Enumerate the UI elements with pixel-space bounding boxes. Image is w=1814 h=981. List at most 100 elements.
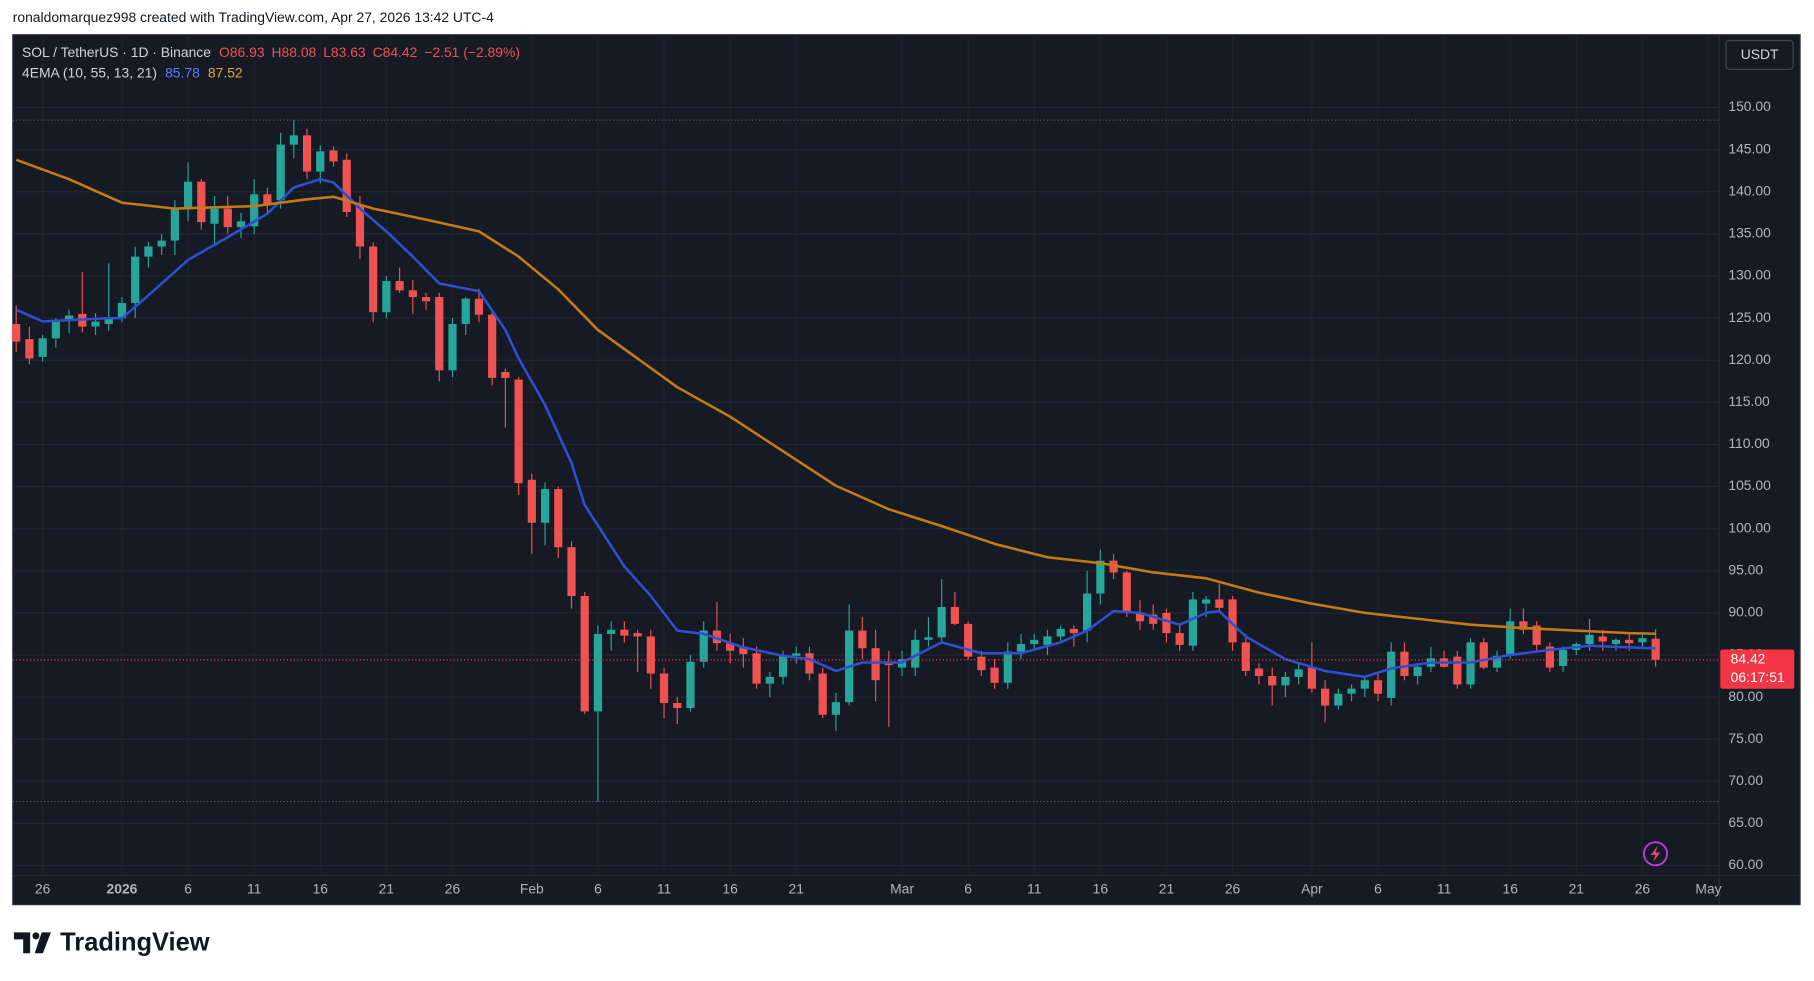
y-tick-label: 100.00 bbox=[1728, 519, 1771, 535]
candle-body bbox=[1519, 621, 1528, 630]
candle-body bbox=[276, 144, 285, 201]
candle-body bbox=[620, 629, 629, 636]
y-tick-label: 115.00 bbox=[1728, 393, 1770, 409]
x-tick-label: 11 bbox=[1437, 880, 1452, 896]
candle-body bbox=[382, 281, 391, 313]
candle-body bbox=[765, 676, 774, 684]
candle-body bbox=[1043, 636, 1052, 645]
y-tick-label: 130.00 bbox=[1728, 267, 1771, 283]
candle-body bbox=[1030, 639, 1039, 645]
x-tick-label: 26 bbox=[1225, 880, 1241, 896]
y-tick-label: 125.00 bbox=[1728, 309, 1771, 325]
candle-body bbox=[1545, 646, 1554, 668]
x-tick-label: 6 bbox=[964, 880, 972, 896]
candle-body bbox=[1016, 644, 1026, 652]
candle-body bbox=[1334, 693, 1343, 706]
candle-body bbox=[514, 379, 523, 484]
alert-circle[interactable] bbox=[1642, 841, 1668, 867]
candle-body bbox=[778, 655, 788, 677]
candle-body bbox=[950, 606, 960, 624]
candle-body bbox=[1506, 621, 1515, 656]
x-tick-label: 6 bbox=[1374, 880, 1382, 896]
candle-body bbox=[1413, 666, 1422, 677]
y-tick-label: 145.00 bbox=[1728, 140, 1771, 156]
currency-label[interactable]: USDT bbox=[1741, 46, 1779, 62]
alert-icon[interactable] bbox=[1642, 841, 1668, 867]
ohlc-value: L83.63 bbox=[323, 44, 366, 60]
x-tick-label: 21 bbox=[1569, 880, 1585, 896]
candle-body bbox=[1387, 651, 1396, 698]
candle-body bbox=[236, 221, 246, 228]
candle-body bbox=[91, 321, 100, 327]
candle-body bbox=[421, 297, 431, 302]
y-tick-label: 65.00 bbox=[1728, 814, 1763, 830]
x-tick-label: Mar bbox=[890, 880, 914, 896]
candle-body bbox=[12, 324, 21, 342]
candle-body bbox=[699, 630, 708, 662]
candle-body bbox=[990, 667, 999, 683]
candle-body bbox=[937, 606, 946, 638]
candle-body bbox=[1479, 642, 1488, 668]
candle-body bbox=[1228, 599, 1237, 643]
candle-body bbox=[408, 290, 417, 298]
y-tick-label: 60.00 bbox=[1728, 856, 1763, 872]
symbol-title: SOL / TetherUS · 1D · Binance bbox=[22, 44, 211, 60]
candle-body bbox=[210, 208, 219, 224]
candle-body bbox=[858, 630, 867, 649]
candle-body bbox=[673, 702, 682, 709]
y-tick-label: 95.00 bbox=[1728, 561, 1763, 577]
candle-body bbox=[263, 194, 272, 205]
candle-body bbox=[1307, 667, 1316, 689]
candle-body bbox=[355, 206, 365, 247]
candle-body bbox=[964, 623, 973, 657]
y-tick-label: 90.00 bbox=[1728, 604, 1763, 620]
logo-mark bbox=[13, 932, 31, 954]
candle-body bbox=[1254, 668, 1264, 677]
y-tick-label: 75.00 bbox=[1728, 730, 1763, 746]
countdown-label: 06:17:51 bbox=[1731, 669, 1785, 685]
alert-bolt[interactable] bbox=[1650, 845, 1661, 862]
candle-body bbox=[1585, 634, 1594, 645]
x-tick-label: May bbox=[1695, 880, 1721, 896]
candle-body bbox=[1625, 639, 1634, 644]
candle-body bbox=[170, 208, 179, 241]
candle-body bbox=[1611, 639, 1621, 645]
candle-body bbox=[593, 633, 603, 712]
candle-body bbox=[461, 298, 470, 325]
candle-body bbox=[435, 297, 444, 371]
candle-body bbox=[1268, 676, 1277, 686]
candle-body bbox=[580, 596, 589, 712]
candle-body bbox=[831, 702, 841, 715]
candle-body bbox=[1096, 560, 1105, 594]
x-tick-label: 6 bbox=[594, 880, 602, 896]
candle-body bbox=[395, 281, 404, 291]
logo-slash bbox=[34, 932, 51, 954]
x-tick-label: 2026 bbox=[107, 880, 138, 896]
candle-body bbox=[38, 338, 47, 357]
candle-body bbox=[1003, 651, 1012, 683]
candle-body bbox=[1294, 669, 1303, 677]
candle-body bbox=[1651, 638, 1660, 660]
candle-body bbox=[329, 150, 338, 162]
candle-body bbox=[183, 181, 193, 209]
y-tick-label: 120.00 bbox=[1728, 351, 1771, 367]
ohlc-value: H88.08 bbox=[272, 44, 317, 60]
ema-value: 87.52 bbox=[208, 65, 243, 81]
candle-body bbox=[369, 246, 378, 313]
candle-body bbox=[1360, 680, 1369, 689]
last-price-box bbox=[1720, 649, 1795, 689]
x-tick-label: Feb bbox=[520, 880, 544, 896]
candle-body bbox=[1373, 680, 1383, 694]
candle-body bbox=[540, 489, 550, 523]
candle-body bbox=[1347, 688, 1356, 694]
chart-pane bbox=[12, 34, 1801, 906]
candle-body bbox=[250, 194, 259, 227]
candle-body bbox=[474, 298, 484, 315]
ohlc-value: C84.42 bbox=[373, 44, 418, 60]
candle-body bbox=[805, 653, 814, 674]
x-tick-label: 11 bbox=[247, 880, 262, 896]
candle-body bbox=[633, 633, 642, 637]
candle-body bbox=[686, 661, 695, 709]
currency-box[interactable] bbox=[1725, 39, 1794, 70]
x-tick-label: 16 bbox=[722, 880, 738, 896]
